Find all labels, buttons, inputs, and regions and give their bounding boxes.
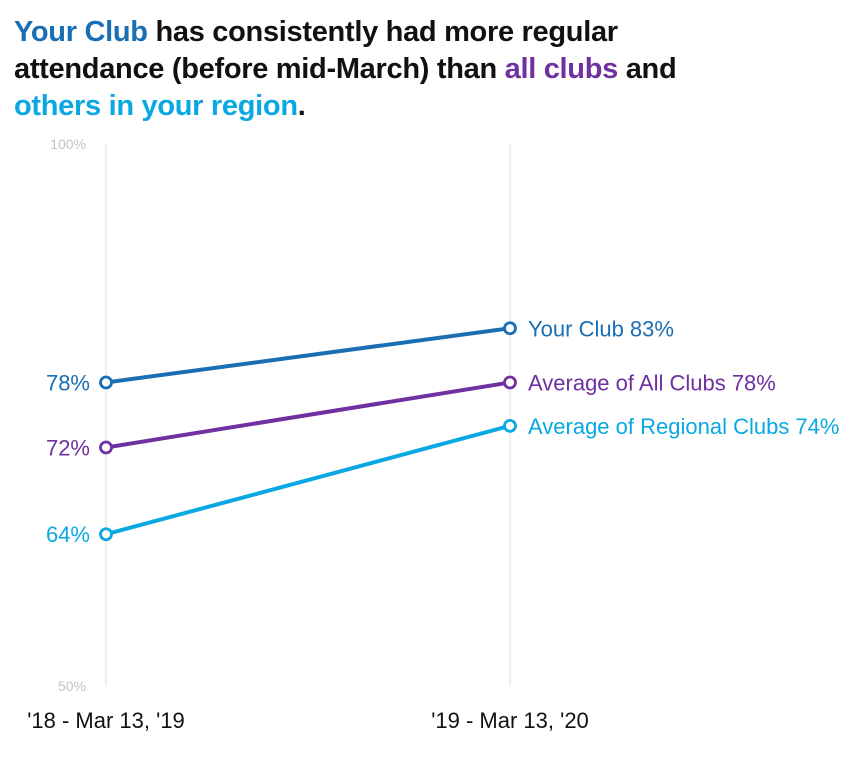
x-tick-label: '19 - Mar 13, '20 [431, 708, 589, 733]
data-point [99, 375, 113, 390]
data-point [503, 375, 517, 390]
title-your-club: Your Club [14, 16, 148, 48]
start-value-label: 72% [46, 436, 90, 461]
start-value-label: 64% [46, 522, 90, 547]
end-value-label: Average of Regional Clubs 74% [528, 414, 839, 439]
grid-lines [105, 144, 511, 686]
series-2: 72% Average of All Clubs 78% [46, 370, 776, 460]
series-1: 78% Your Club 83% [46, 316, 674, 395]
data-point [503, 418, 517, 433]
y-axis-ticks: 100% 50% [50, 136, 86, 694]
series-line [104, 423, 512, 537]
data-point [99, 527, 113, 542]
y-tick-label: 100% [50, 136, 86, 152]
title-all-clubs: all clubs [504, 53, 619, 85]
title-text-2: and [617, 53, 677, 85]
x-axis-labels: '18 - Mar 13, '19 '19 - Mar 13, '20 [27, 708, 589, 733]
title-period: . [297, 90, 306, 122]
end-value-label: Your Club 83% [528, 316, 674, 341]
data-point [99, 440, 113, 455]
series-line [104, 326, 512, 385]
title-text-1: has consistently had more regular attend… [14, 16, 618, 85]
title-region: others in your region [14, 90, 298, 122]
end-value-label: Average of All Clubs 78% [528, 370, 776, 395]
x-tick-label: '18 - Mar 13, '19 [27, 708, 185, 733]
data-point [503, 321, 517, 336]
series-line [104, 380, 512, 450]
y-tick-label: 50% [58, 678, 86, 694]
start-value-label: 78% [46, 370, 90, 395]
chart-title: Your Club has consistently had more regu… [14, 14, 734, 125]
series-lines: 78% Your Club 83% 72% Average of All Clubs … [46, 316, 840, 547]
series-3: 64% Average of Regional Clubs 74% [46, 414, 840, 547]
